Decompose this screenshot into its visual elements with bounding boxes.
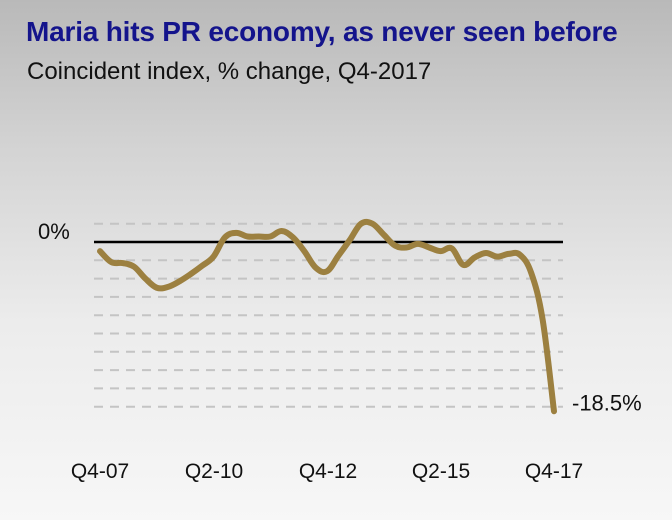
zero-label: 0% bbox=[38, 219, 70, 244]
x-axis-ticks: Q4-07 Q2-10 Q4-12 Q2-15 Q4-17 bbox=[71, 460, 583, 483]
gridlines bbox=[94, 222, 563, 408]
x-tick-label: Q2-15 bbox=[412, 460, 470, 483]
x-tick-label: Q2-10 bbox=[185, 460, 243, 483]
x-tick-label: Q4-17 bbox=[525, 460, 583, 483]
series-line bbox=[97, 218, 557, 415]
chart-title: Maria hits PR economy, as never seen bef… bbox=[26, 16, 618, 47]
x-tick-label: Q4-07 bbox=[71, 460, 129, 483]
x-tick-label: Q4-12 bbox=[299, 460, 357, 483]
chart-subtitle: Coincident index, % change, Q4-2017 bbox=[27, 58, 432, 85]
end-value-label: -18.5% bbox=[572, 390, 642, 415]
